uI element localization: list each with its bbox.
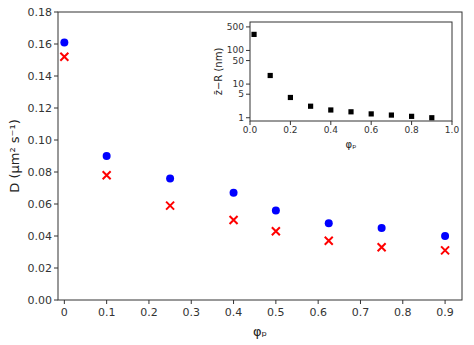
y-tick-label: 0.04 <box>28 230 53 243</box>
x-tick <box>402 300 403 304</box>
y-axis-label: D (μm² s⁻¹) <box>7 119 22 192</box>
x-axis-label: φₚ <box>253 324 267 339</box>
cross-point <box>230 216 238 224</box>
y-tick <box>246 117 250 118</box>
y-tick-label: 0.00 <box>28 294 53 307</box>
y-tick <box>246 84 250 85</box>
x-tick <box>445 300 446 304</box>
x-tick-label: 0.4 <box>225 306 243 319</box>
y-tick-label: 100 <box>227 45 244 55</box>
plot-1: 0.0 0.2 0.4 0.6 0.8 1.0 1 510 50100 500 φₚ z̄−R (nm… <box>213 22 460 150</box>
circle-point <box>166 174 174 182</box>
square-point <box>288 95 293 100</box>
square-point <box>369 111 374 116</box>
circle-point <box>441 232 449 240</box>
x-tick-label: 0.3 <box>183 306 201 319</box>
y-tick-label: 0.14 <box>28 70 53 83</box>
plot-area <box>58 12 462 300</box>
circle-point <box>378 224 386 232</box>
x-tick-label: 0.1 <box>98 306 116 319</box>
circle-point <box>325 219 333 227</box>
background <box>0 0 474 345</box>
cross-point <box>441 246 449 254</box>
x-tick-label: 1.0 <box>445 125 460 135</box>
x-tick <box>148 300 149 304</box>
x-tick-label: 0.8 <box>404 125 419 135</box>
cross-point <box>60 53 68 61</box>
square-point <box>268 73 273 78</box>
circle-point <box>60 38 68 46</box>
y-tick <box>54 12 58 13</box>
y-tick <box>246 60 250 61</box>
square-point <box>328 107 333 112</box>
x-tick <box>233 300 234 304</box>
y-tick-label: 500 <box>227 22 244 32</box>
y-tick-label: 1 <box>238 113 244 123</box>
square-point <box>429 115 434 120</box>
y-tick <box>54 236 58 237</box>
y-tick <box>246 26 250 27</box>
y-axis-label: z̄−R (nm) <box>213 48 224 96</box>
x-tick <box>275 300 276 304</box>
y-tick <box>246 50 250 51</box>
y-tick-label: 50 <box>233 56 245 66</box>
y-tick <box>54 108 58 109</box>
y-tick-label: 0.08 <box>28 166 53 179</box>
square-point <box>409 114 414 119</box>
cross-point <box>166 202 174 210</box>
square-point <box>308 104 313 109</box>
square-point <box>348 109 353 114</box>
x-axis-label: φₚ <box>346 139 357 150</box>
y-tick-label: 0.18 <box>28 6 53 19</box>
x-tick-label: 0.4 <box>324 125 339 135</box>
cross-point <box>325 237 333 245</box>
marks <box>251 32 434 121</box>
x-tick-label: 0.6 <box>309 306 327 319</box>
x-tick-label: 0.6 <box>364 125 379 135</box>
circle-point <box>230 189 238 197</box>
y-tick <box>54 204 58 205</box>
circle-point <box>103 152 111 160</box>
x-tick <box>191 300 192 304</box>
x-tick-label: 0.9 <box>436 306 454 319</box>
x-tick-label: 0.5 <box>267 306 285 319</box>
x-tick <box>318 300 319 304</box>
y-tick <box>54 76 58 77</box>
y-tick <box>246 94 250 95</box>
square-point <box>389 112 394 117</box>
y-tick-label: 10 <box>233 79 245 89</box>
x-tick <box>106 300 107 304</box>
x-tick-label: 0.7 <box>352 306 370 319</box>
y-tick-label: 5 <box>238 89 244 99</box>
cross-point <box>103 171 111 179</box>
chart-canvas: 0 0.1 0.2 0.3 0.4 0.5 0.6 0.7 0.8 0.9 0.00 0.02 0.04… <box>0 0 474 345</box>
y-tick <box>54 172 58 173</box>
x-tick-label: 0.0 <box>243 125 258 135</box>
x-tick-label: 0.2 <box>140 306 158 319</box>
y-tick <box>54 140 58 141</box>
plot-frame <box>58 12 462 300</box>
y-tick-label: 0.12 <box>28 102 53 115</box>
plot-frame <box>250 22 452 121</box>
x-tick <box>360 300 361 304</box>
square-point <box>251 32 256 37</box>
plot-0: 0 0.1 0.2 0.3 0.4 0.5 0.6 0.7 0.8 0.9 0.00 0.02 0.04… <box>7 6 463 340</box>
x-tick-label: 0.2 <box>283 125 297 135</box>
cross-point <box>378 243 386 251</box>
y-tick <box>54 44 58 45</box>
y-tick-label: 0.16 <box>28 38 53 51</box>
cross-point <box>272 227 280 235</box>
y-tick <box>54 268 58 269</box>
x-tick <box>64 300 65 304</box>
y-tick-label: 0.02 <box>28 262 53 275</box>
y-tick-label: 0.10 <box>28 134 53 147</box>
plot-area <box>250 22 452 121</box>
y-tick <box>54 300 58 301</box>
x-tick-label: 0 <box>61 306 68 319</box>
y-tick-label: 0.06 <box>28 198 53 211</box>
circle-point <box>272 206 280 214</box>
x-tick-label: 0.8 <box>394 306 412 319</box>
